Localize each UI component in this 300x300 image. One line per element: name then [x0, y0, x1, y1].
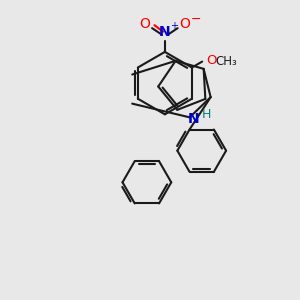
- Text: N: N: [188, 112, 199, 126]
- Text: O: O: [139, 17, 150, 31]
- Text: CH₃: CH₃: [215, 55, 237, 68]
- Text: +: +: [170, 21, 178, 31]
- Text: O: O: [180, 17, 190, 31]
- Text: N: N: [159, 25, 171, 39]
- Text: H: H: [201, 109, 211, 122]
- Text: −: −: [191, 13, 202, 26]
- Text: O: O: [206, 54, 216, 67]
